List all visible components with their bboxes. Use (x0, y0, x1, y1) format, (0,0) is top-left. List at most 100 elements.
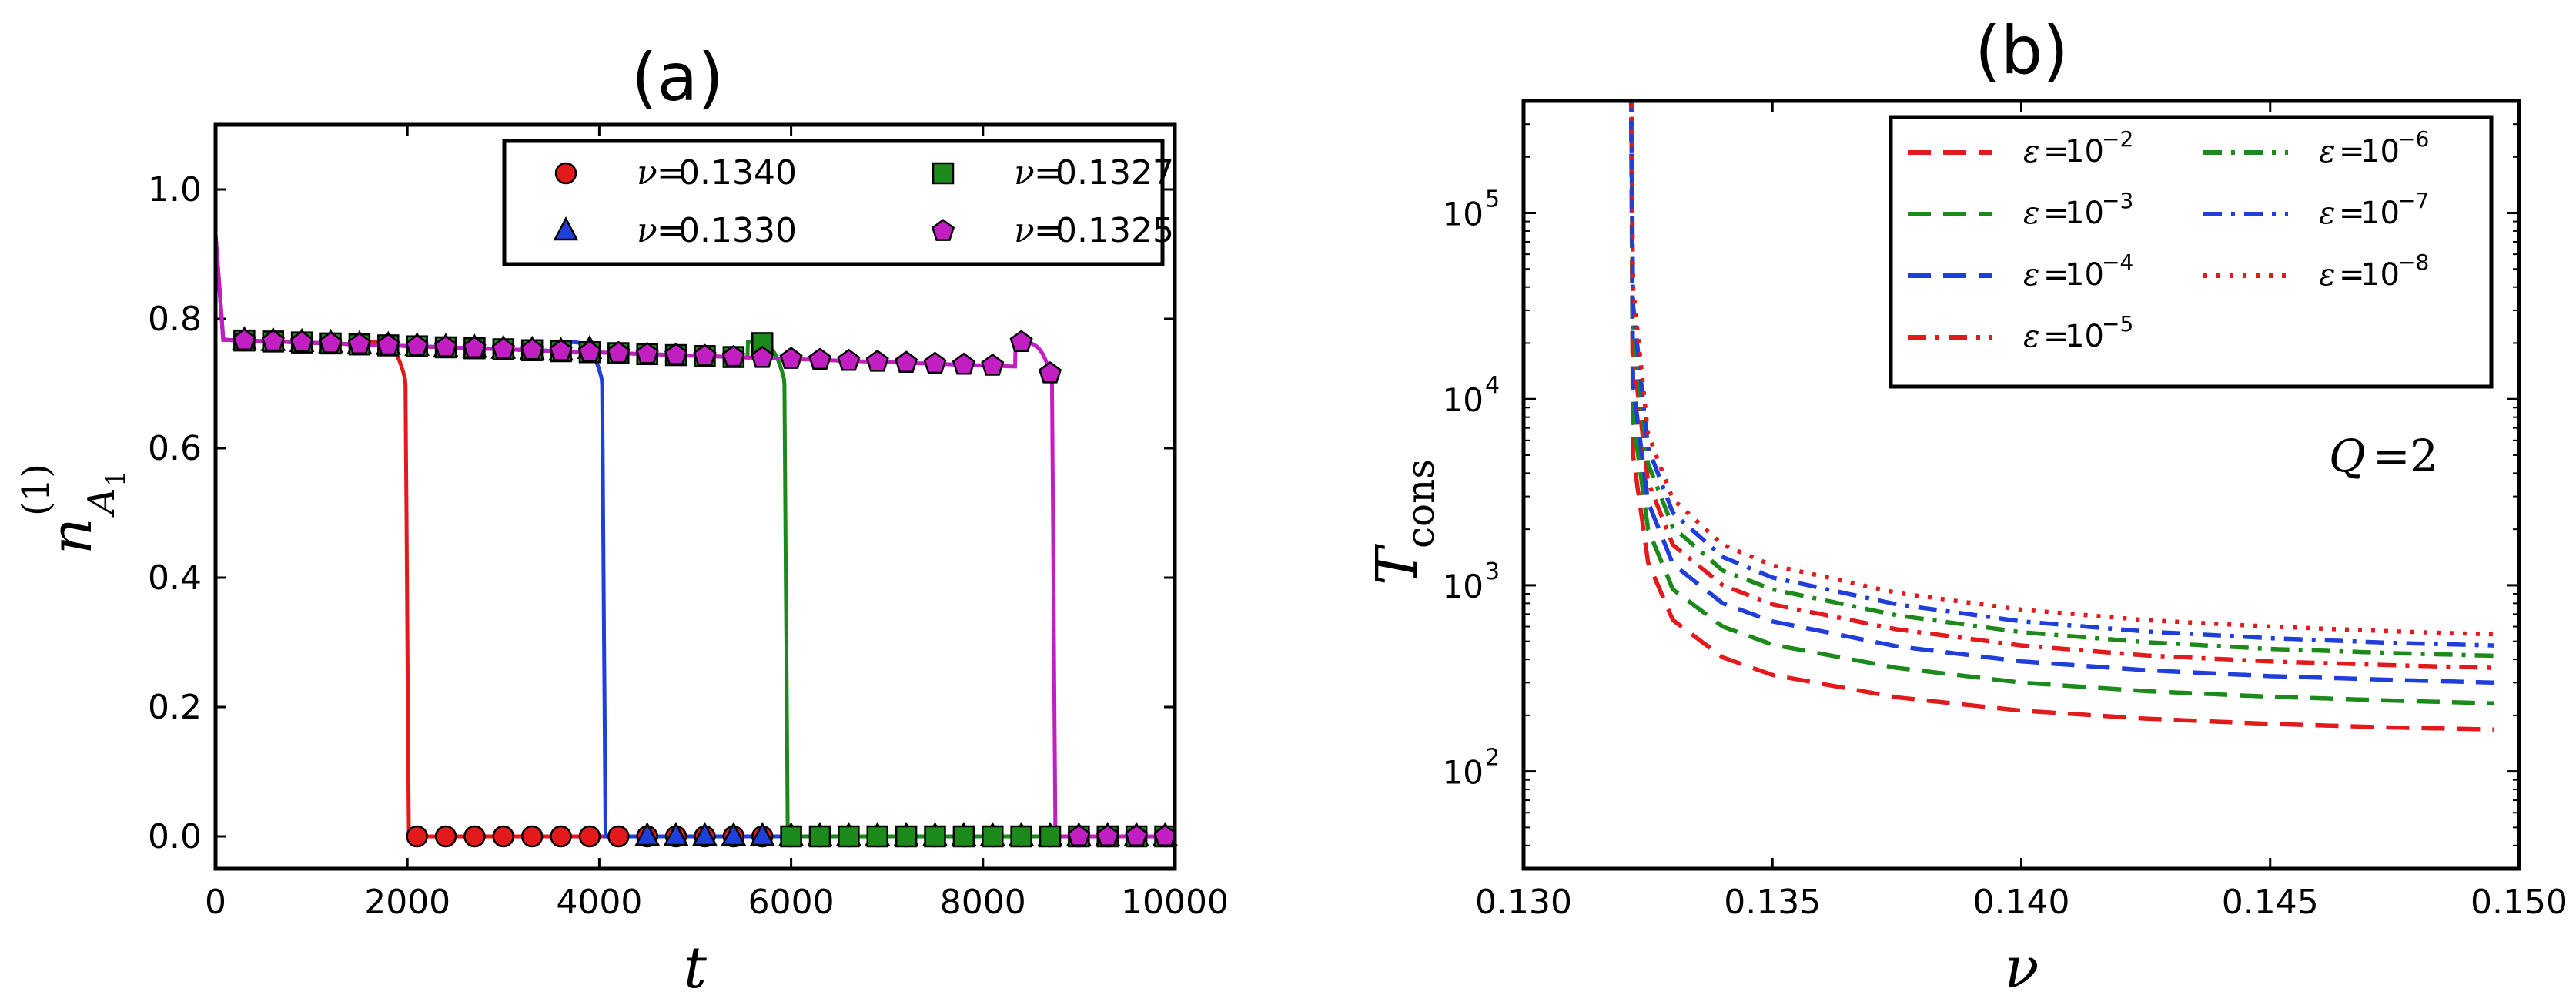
series-marker (663, 822, 689, 846)
legend-label-exp: −7 (2397, 188, 2429, 213)
legend-label-prefix: ε (2023, 196, 2039, 231)
series-marker (491, 337, 515, 360)
series-marker (721, 822, 747, 846)
legend-label-prefix: ν (1014, 153, 1035, 193)
x-tick-label: 10000 (1121, 883, 1229, 922)
legend-marker (931, 219, 955, 241)
x-tick-label: 0.145 (2222, 883, 2319, 922)
y-tick-label: 0.6 (148, 429, 202, 468)
x-tick-label: 0.150 (2471, 883, 2568, 922)
legend-frame (1889, 115, 2494, 389)
series-marker (520, 825, 544, 848)
series-marker (607, 825, 630, 848)
series-marker (434, 825, 457, 848)
legend-label-equals: = (2339, 257, 2365, 293)
y-tick-label-exp: 2 (1485, 745, 1500, 772)
x-tick-label: 0 (205, 883, 226, 922)
series-marker (664, 343, 688, 365)
y-tick-label: 0.2 (148, 688, 202, 727)
legend-label-prefix: ν (1014, 211, 1035, 250)
series-line (1629, 101, 2494, 659)
x-tick-label: 6000 (748, 883, 835, 922)
series-marker (635, 341, 659, 364)
y-tick-label-base: 10 (1443, 196, 1484, 233)
series-marker (693, 343, 717, 367)
legend-label-equals: = (657, 211, 685, 250)
y-tick-label: 0.0 (148, 817, 202, 856)
series-marker (463, 336, 487, 359)
series-marker (895, 825, 918, 848)
panel-b-ylabel-main: T (1364, 544, 1430, 585)
x-tick-label: 4000 (556, 883, 642, 922)
legend-label-equals: = (2043, 257, 2069, 293)
legend-label-exp: −6 (2397, 126, 2429, 152)
series-marker (1038, 360, 1062, 384)
legend-label-value: 0.1327 (1055, 153, 1174, 193)
series-marker (1067, 824, 1091, 846)
series-marker (866, 825, 888, 848)
legend-label-prefix: ν (637, 153, 657, 193)
legend-label-equals: = (2043, 134, 2069, 169)
series-marker (923, 351, 947, 374)
series-marker (865, 350, 889, 372)
panel-a-lines (213, 234, 1175, 839)
panel-b-lines (1628, 101, 2494, 732)
y-tick-label-base: 10 (1443, 381, 1484, 419)
series-marker (578, 825, 601, 848)
series-marker (981, 354, 1005, 376)
series-marker (1096, 824, 1119, 846)
series-marker (607, 340, 631, 364)
panel-a-ylabel: n (1) A 1 (15, 464, 132, 555)
series-line (213, 234, 1175, 839)
series-marker (290, 330, 314, 353)
series-line (213, 234, 1175, 839)
legend-label-exp: −4 (2102, 250, 2133, 275)
series-marker (319, 331, 343, 354)
series-marker (721, 344, 745, 367)
y-tick-label-base: 10 (1443, 568, 1484, 605)
series-line (213, 234, 1175, 839)
series-marker (634, 822, 661, 846)
series-marker (405, 333, 429, 357)
series-line (1628, 101, 2494, 706)
panel-b-annotation-var: Q (2329, 430, 2366, 482)
series-marker (924, 825, 946, 848)
series-marker (520, 337, 544, 360)
legend-label-equals: = (2043, 319, 2069, 354)
series-line (1628, 101, 2494, 732)
series-marker (261, 329, 285, 352)
legend-label-prefix: ε (2319, 196, 2335, 231)
legend-label-equals: = (657, 153, 685, 193)
legend-label-base: 10 (2360, 257, 2400, 293)
panel-a-ylabel-sub: A (80, 488, 123, 518)
legend-label-equals: = (2043, 196, 2069, 231)
panel-b-annotation: Q = 2 (2329, 430, 2438, 482)
series-marker (1009, 330, 1033, 353)
series-line (1629, 101, 2494, 648)
series-marker (550, 825, 572, 848)
panel-a-ticks: 0 2000 4000 6000 8000 10000 0.0 0.2 0.4 0.6 0.8 1.0 (148, 125, 1229, 922)
panel-b-xlabel: ν (2005, 935, 2039, 1001)
legend-label-prefix: ν (637, 211, 657, 250)
panel-a-title: (a) (631, 39, 724, 116)
legend-label-base: 10 (2360, 134, 2400, 169)
x-tick-label: 0.135 (1724, 883, 1821, 922)
legend-frame (502, 139, 1165, 266)
series-marker (780, 825, 802, 848)
series-line (213, 234, 1175, 839)
panel-b-legend: ε =10−2ε =10−3ε =10−4ε =10−5ε =10−6ε =10−7ε =10… (1889, 115, 2494, 389)
series-marker (838, 825, 860, 848)
legend-label-value: 0.1325 (1055, 211, 1174, 250)
legend-label-exp: −3 (2102, 188, 2133, 213)
legend-label-exp: −8 (2397, 250, 2429, 275)
legend-label-base: 10 (2065, 196, 2104, 231)
series-marker (779, 347, 803, 369)
series-marker (952, 352, 975, 375)
series-marker (982, 825, 1004, 848)
series-marker (233, 328, 256, 350)
series-marker (751, 345, 774, 368)
legend-label-prefix: ε (2319, 134, 2335, 169)
